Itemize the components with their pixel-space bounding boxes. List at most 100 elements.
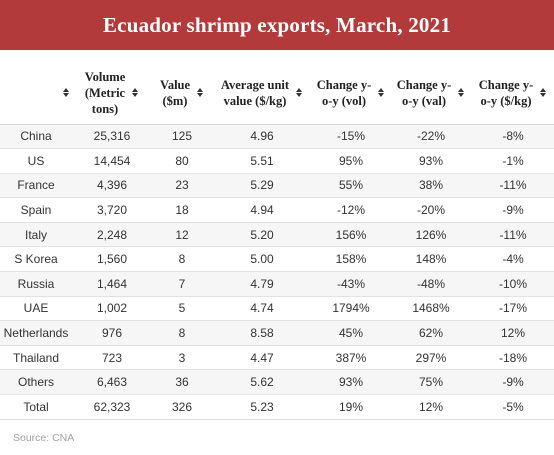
sort-icon[interactable] — [131, 88, 139, 98]
data-cell: 4,396 — [96, 178, 128, 193]
sort-icon[interactable] — [196, 88, 204, 98]
sort-icon[interactable] — [377, 88, 385, 98]
sort-down-arrow-icon — [296, 93, 303, 98]
sort-down-arrow-icon — [197, 93, 204, 98]
data-cell: -8% — [502, 129, 524, 144]
header-row: Volume (Metric tons) Value ($m) Average unit v… — [0, 62, 554, 124]
column-header-line: (Metric — [84, 85, 126, 100]
row-label-cell: Spain — [20, 203, 52, 218]
row-label-cell: Total — [23, 399, 49, 414]
column-header-line: Value — [159, 77, 191, 92]
data-cell: -43% — [336, 276, 365, 291]
data-cell: 93% — [338, 375, 364, 390]
data-cell: -18% — [498, 350, 527, 365]
data-cell: 5.29 — [250, 178, 274, 193]
data-cell: 6,463 — [96, 375, 128, 390]
data-cell: 5.00 — [250, 252, 274, 267]
table-row: France 4,396 23 5.29 55% 38% -11% — [0, 173, 554, 198]
column-header-line: value ($/kg) — [223, 93, 287, 108]
column-header-line: o-y ($/kg) — [480, 93, 532, 108]
column-header-line: Change y- — [316, 77, 372, 92]
column-header-line: Change y- — [478, 77, 534, 92]
data-cell: 326 — [171, 399, 193, 414]
sort-up-arrow-icon — [197, 88, 204, 93]
column-header-line: o-y (vol) — [321, 93, 367, 108]
column-header-6[interactable]: Change y-o-y ($/kg) — [472, 62, 554, 124]
data-cell: 8.58 — [250, 326, 274, 341]
column-header-label: Volume (Metric tons) — [85, 69, 126, 117]
data-cell: 23 — [175, 178, 189, 193]
data-cell: 158% — [335, 252, 367, 267]
data-cell: 36 — [175, 375, 189, 390]
data-cell: -11% — [499, 178, 527, 193]
table-body: China 25,316 125 4.96 -15% -22% -8% US 14,454 80 5… — [0, 124, 554, 420]
data-cell: 5.20 — [250, 227, 274, 242]
data-cell: -10% — [498, 276, 527, 291]
data-cell: 62% — [418, 326, 444, 341]
data-cell: -9% — [502, 375, 524, 390]
column-header-label: Change y-o-y ($/kg) — [479, 77, 534, 109]
sort-up-arrow-icon — [458, 88, 465, 93]
table-row: S Korea 1,560 8 5.00 158% 148% -4% — [0, 246, 554, 272]
column-header-1[interactable]: Volume (Metric tons) — [72, 62, 152, 124]
column-header-inner: Average unit value ($/kg) — [212, 77, 312, 109]
table-row: US 14,454 80 5.51 95% 93% -1% — [0, 148, 554, 174]
data-cell: 976 — [101, 326, 123, 341]
row-label-cell: China — [20, 129, 52, 144]
column-header-line: Volume — [84, 69, 126, 84]
data-cell: 4.79 — [250, 276, 274, 291]
row-label-cell: US — [27, 153, 45, 168]
table-row: China 25,316 125 4.96 -15% -22% -8% — [0, 124, 554, 149]
column-header-label: Change y-o-y (val) — [397, 77, 452, 109]
data-cell: -4% — [502, 252, 524, 267]
data-cell: 12 — [175, 227, 189, 242]
data-cell: 12% — [500, 326, 526, 341]
data-cell: 5.51 — [250, 153, 274, 168]
source-note: Source: CNA — [13, 432, 75, 444]
column-header-3[interactable]: Average unit value ($/kg) — [212, 62, 312, 124]
table-row: Russia 1,464 7 4.79 -43% -48% -10% — [0, 271, 554, 297]
column-header-inner: Change y-o-y (val) — [390, 77, 472, 109]
data-cell: -15% — [336, 129, 365, 144]
data-cell: 38% — [418, 178, 444, 193]
sort-icon[interactable] — [295, 88, 303, 98]
column-header-0[interactable] — [0, 62, 72, 124]
data-cell: -5% — [502, 399, 524, 414]
column-header-5[interactable]: Change y-o-y (val) — [390, 62, 472, 124]
sort-icon[interactable] — [62, 88, 70, 98]
data-cell: 3 — [178, 350, 186, 365]
column-header-inner: Volume (Metric tons) — [72, 69, 152, 117]
table-row: Thailand 723 3 4.47 387% 297% -18% — [0, 345, 554, 370]
title-banner: Ecuador shrimp exports, March, 2021 — [0, 0, 554, 50]
table-row: Netherlands 976 8 8.58 45% 62% 12% — [0, 320, 554, 346]
data-cell: -11% — [499, 227, 527, 242]
sort-icon[interactable] — [539, 88, 547, 98]
data-cell: 93% — [418, 153, 444, 168]
column-header-inner: Value ($m) — [152, 77, 212, 109]
data-cell: 45% — [338, 326, 364, 341]
data-cell: 4.74 — [250, 301, 274, 316]
column-header-line: tons) — [91, 101, 119, 116]
column-header-label: Value ($m) — [160, 77, 190, 109]
data-cell: 125 — [171, 129, 193, 144]
column-header-2[interactable]: Value ($m) — [152, 62, 212, 124]
sort-down-arrow-icon — [132, 93, 139, 98]
sort-down-arrow-icon — [458, 93, 465, 98]
table-row: Spain 3,720 18 4.94 -12% -20% -9% — [0, 197, 554, 223]
data-cell: 1,464 — [96, 276, 128, 291]
data-cell: 3,720 — [96, 203, 128, 218]
sort-up-arrow-icon — [296, 88, 303, 93]
column-header-4[interactable]: Change y-o-y (vol) — [312, 62, 390, 124]
table-row: UAE 1,002 5 4.74 1794% 1468% -17% — [0, 296, 554, 321]
data-cell: -17% — [498, 301, 527, 316]
row-label-cell: Others — [17, 375, 54, 390]
data-cell: 8 — [178, 252, 186, 267]
sort-icon[interactable] — [457, 88, 465, 98]
data-cell: -22% — [416, 129, 445, 144]
data-cell: 4.96 — [250, 129, 274, 144]
data-cell: -9% — [502, 203, 524, 218]
sort-up-arrow-icon — [132, 88, 139, 93]
row-label-cell: France — [17, 178, 55, 193]
row-label-cell: Thailand — [12, 350, 60, 365]
exports-table: Volume (Metric tons) Value ($m) Average unit v… — [0, 62, 554, 420]
